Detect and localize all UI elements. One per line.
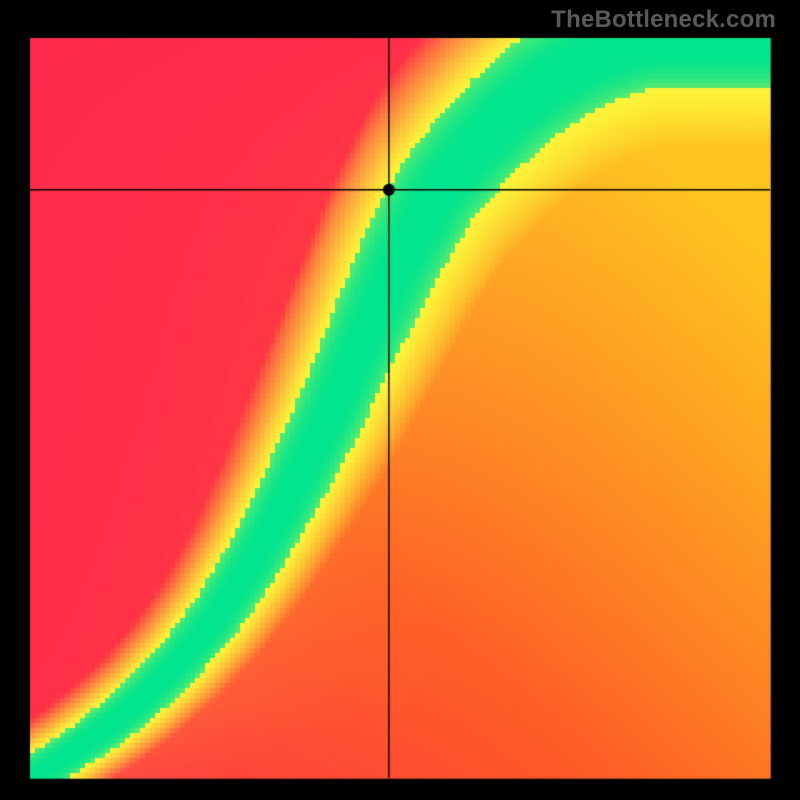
bottleneck-heatmap bbox=[0, 0, 800, 800]
watermark-text: TheBottleneck.com bbox=[551, 6, 776, 34]
